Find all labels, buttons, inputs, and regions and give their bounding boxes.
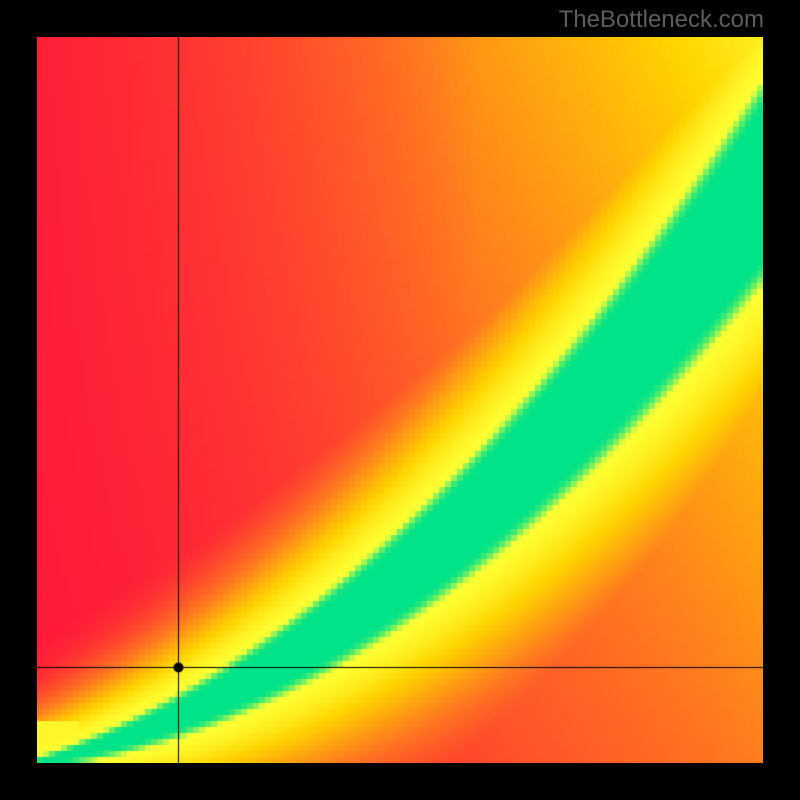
bottleneck-heatmap (37, 37, 763, 763)
watermark-text: TheBottleneck.com (559, 6, 764, 34)
chart-container: TheBottleneck.com (0, 0, 800, 800)
